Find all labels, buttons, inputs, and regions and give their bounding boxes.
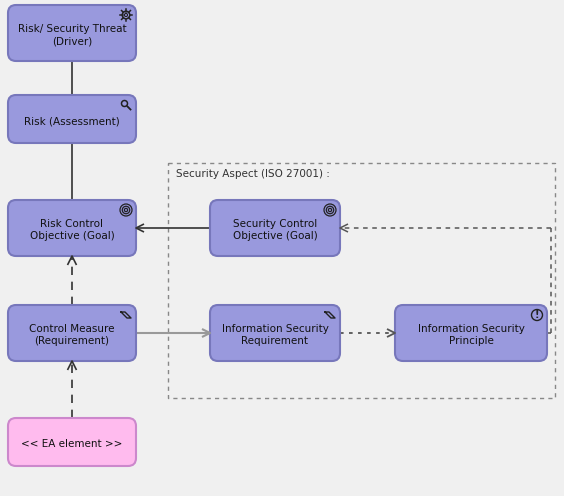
Text: Control Measure
(Requirement): Control Measure (Requirement)	[29, 324, 114, 346]
Text: Risk (Assessment): Risk (Assessment)	[24, 116, 120, 126]
Text: Risk Control
Objective (Goal): Risk Control Objective (Goal)	[30, 219, 114, 241]
FancyBboxPatch shape	[8, 95, 136, 143]
Text: !: !	[535, 310, 539, 320]
FancyBboxPatch shape	[395, 305, 547, 361]
Text: Risk/ Security Threat
(Driver): Risk/ Security Threat (Driver)	[17, 24, 126, 46]
FancyBboxPatch shape	[210, 305, 340, 361]
Text: Security Aspect (ISO 27001) :: Security Aspect (ISO 27001) :	[176, 169, 330, 179]
Text: Information Security
Requirement: Information Security Requirement	[222, 324, 328, 346]
FancyBboxPatch shape	[8, 200, 136, 256]
Bar	[168, 163, 555, 398]
FancyBboxPatch shape	[8, 5, 136, 61]
FancyBboxPatch shape	[8, 418, 136, 466]
Text: Security Control
Objective (Goal): Security Control Objective (Goal)	[232, 219, 318, 241]
Text: << EA element >>: << EA element >>	[21, 439, 123, 449]
FancyBboxPatch shape	[8, 305, 136, 361]
FancyBboxPatch shape	[210, 200, 340, 256]
Text: Information Security
Principle: Information Security Principle	[417, 324, 525, 346]
